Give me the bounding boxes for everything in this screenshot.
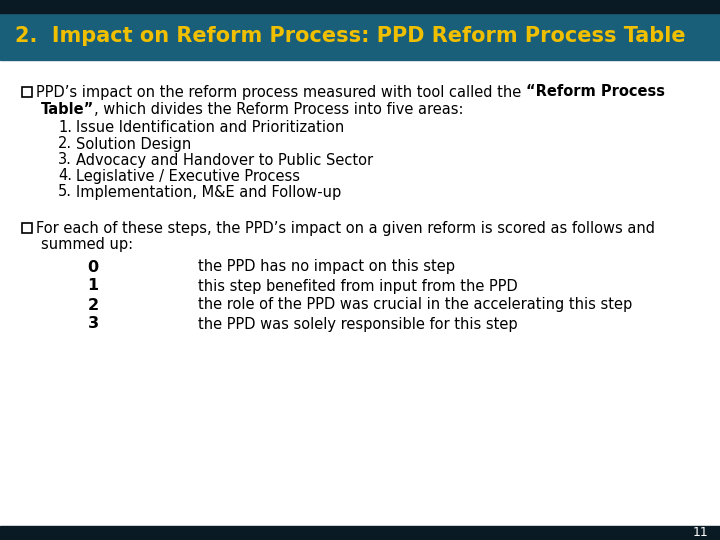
Text: 0: 0: [87, 260, 99, 274]
Text: 5.: 5.: [58, 185, 72, 199]
Text: 3: 3: [87, 316, 99, 332]
Text: Advocacy and Handover to Public Sector: Advocacy and Handover to Public Sector: [76, 152, 373, 167]
Text: 4.: 4.: [58, 168, 72, 184]
Text: the role of the PPD was crucial in the accelerating this step: the role of the PPD was crucial in the a…: [198, 298, 632, 313]
Text: 11: 11: [692, 526, 708, 539]
Text: 1.: 1.: [58, 120, 72, 136]
Text: 2.: 2.: [58, 137, 72, 152]
Text: the PPD has no impact on this step: the PPD has no impact on this step: [198, 260, 455, 274]
Text: Issue Identification and Prioritization: Issue Identification and Prioritization: [76, 120, 344, 136]
Bar: [0, 13, 720, 60]
Bar: [0, 526, 720, 540]
Bar: [0, 0, 720, 13]
Text: the PPD was solely responsible for this step: the PPD was solely responsible for this …: [198, 316, 518, 332]
Text: Legislative / Executive Process: Legislative / Executive Process: [76, 168, 300, 184]
Bar: [22, 223, 32, 233]
Bar: [22, 87, 32, 97]
Text: “Reform Process: “Reform Process: [526, 84, 665, 99]
Text: summed up:: summed up:: [41, 238, 133, 253]
Text: 1: 1: [87, 279, 99, 294]
Text: Implementation, M&E and Follow-up: Implementation, M&E and Follow-up: [76, 185, 341, 199]
Text: Solution Design: Solution Design: [76, 137, 192, 152]
Text: Table”: Table”: [41, 102, 94, 117]
Text: 2.  Impact on Reform Process: PPD Reform Process Table: 2. Impact on Reform Process: PPD Reform …: [15, 26, 685, 46]
Text: this step benefited from input from the PPD: this step benefited from input from the …: [198, 279, 518, 294]
Text: 2: 2: [87, 298, 99, 313]
Text: , which divides the Reform Process into five areas:: , which divides the Reform Process into …: [94, 102, 464, 117]
Text: For each of these steps, the PPD’s impact on a given reform is scored as follows: For each of these steps, the PPD’s impac…: [36, 220, 655, 235]
Text: PPD’s impact on the reform process measured with tool called the: PPD’s impact on the reform process measu…: [36, 84, 526, 99]
Text: 3.: 3.: [58, 152, 72, 167]
